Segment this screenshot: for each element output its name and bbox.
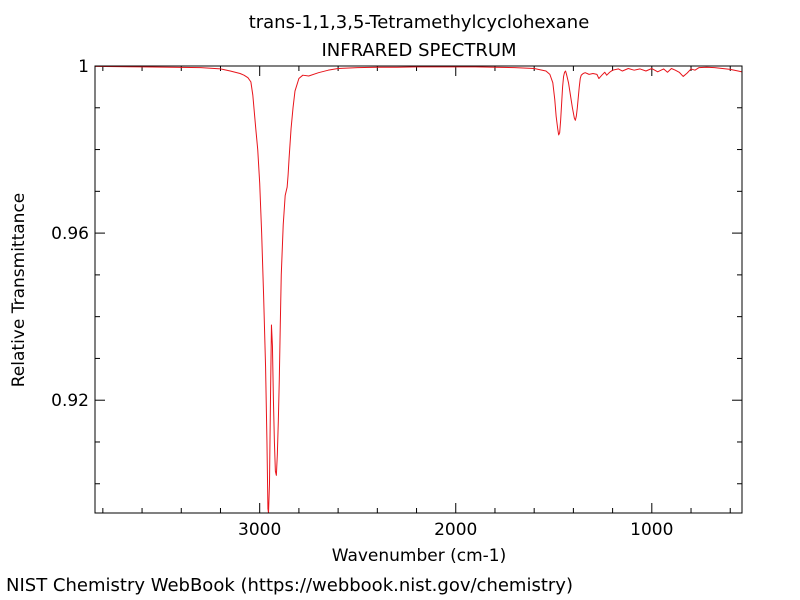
y-tick-label: 0.96 [51, 224, 89, 244]
y-axis-label: Relative Transmittance [9, 193, 29, 388]
x-axis-label: Wavenumber (cm-1) [332, 546, 507, 566]
x-tick-label: 2000 [434, 520, 477, 540]
chart-subtitle: INFRARED SPECTRUM [321, 40, 516, 61]
x-tick-label: 3000 [238, 520, 281, 540]
y-tick-label: 1 [78, 57, 89, 77]
x-tick-label: 1000 [630, 520, 673, 540]
source-credit: NIST Chemistry WebBook (https://webbook.… [6, 575, 573, 596]
plot-frame [94, 65, 743, 514]
chart-title: trans-1,1,3,5-Tetramethylcyclohexane [249, 12, 590, 33]
spectrum-line [95, 66, 742, 513]
y-tick-label: 0.92 [51, 391, 89, 411]
